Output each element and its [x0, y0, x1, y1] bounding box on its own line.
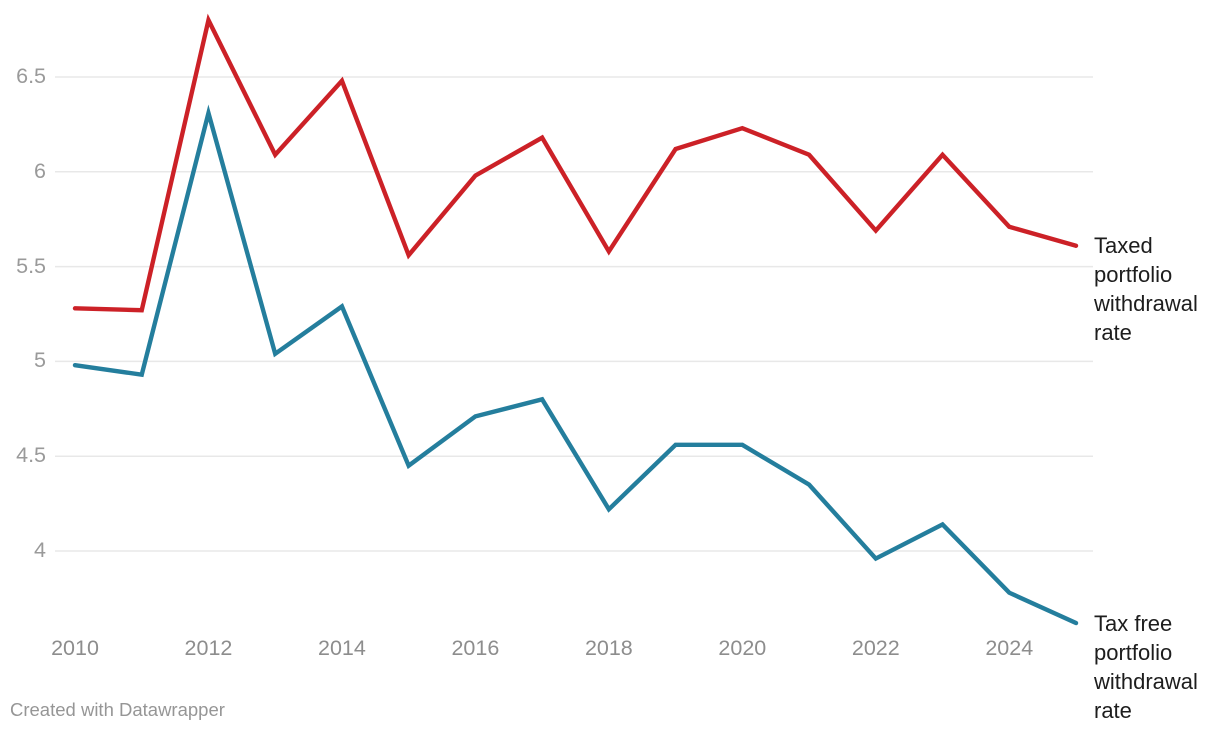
- datawrapper-credit-link[interactable]: Created with Datawrapper: [10, 699, 225, 720]
- series-label-taxfree: Tax free portfolio withdrawal rate: [1094, 611, 1198, 723]
- x-tick-label: 2018: [584, 636, 633, 660]
- x-tick-label: 2012: [184, 636, 233, 660]
- y-tick-label: 4: [34, 538, 46, 562]
- x-tick-label: 2020: [718, 636, 767, 660]
- y-tick-label: 4.5: [16, 443, 46, 468]
- x-tick-label: 2016: [451, 636, 500, 660]
- taxed-series-line: [72, 13, 1079, 313]
- x-tick-label: 2014: [318, 636, 366, 660]
- y-tick-label: 6: [34, 158, 46, 183]
- x-tick-label: 2022: [851, 636, 900, 660]
- y-tick-label: 5: [34, 348, 46, 373]
- series-lines: [72, 13, 1079, 626]
- y-tick-label: 6.5: [16, 64, 46, 88]
- x-tick-label: 2010: [51, 636, 99, 660]
- taxfree-series-line: [72, 104, 1079, 626]
- gridlines: [55, 76, 1093, 552]
- y-tick-label: 5.5: [16, 253, 46, 278]
- x-tick-label: 2024: [985, 636, 1034, 660]
- series-label-taxed: Taxed portfolio withdrawal rate: [1094, 233, 1198, 345]
